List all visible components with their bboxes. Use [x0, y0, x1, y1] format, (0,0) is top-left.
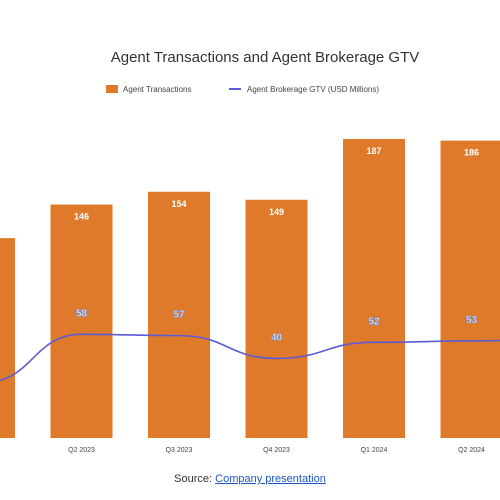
bar — [0, 238, 15, 438]
legend-swatch-transactions — [106, 85, 118, 93]
bar — [440, 140, 500, 438]
bar-value-label: 146 — [74, 212, 89, 222]
bar-value-label: 186 — [464, 148, 479, 158]
legend-label-transactions: Agent Transactions — [123, 85, 191, 94]
bar — [245, 199, 308, 438]
bar — [148, 191, 210, 438]
bar — [50, 204, 113, 438]
line-value-label: 40 — [271, 332, 283, 343]
x-tick-label: Q2 2023 — [68, 447, 95, 454]
bar-value-label: 154 — [171, 199, 186, 209]
source-link[interactable]: Company presentation — [215, 473, 326, 485]
source-note: Source: Company presentation — [0, 473, 500, 485]
source-prefix: Source: — [174, 473, 213, 485]
line-value-label: 58 — [76, 308, 88, 319]
line-value-label: 52 — [368, 316, 380, 327]
x-tick-label: Q2 2024 — [458, 447, 485, 454]
legend-label-gtv: Agent Brokerage GTV (USD Millions) — [247, 85, 379, 94]
bar-series: 125146154149187186 — [0, 139, 500, 438]
x-tick-label: Q3 2023 — [166, 447, 193, 454]
bar-value-label: 149 — [269, 207, 284, 217]
gtv-line — [0, 333, 500, 382]
chart-title: Agent Transactions and Agent Brokerage G… — [111, 49, 420, 66]
x-tick-label: Q1 2024 — [361, 447, 388, 454]
bar — [343, 139, 405, 438]
line-value-label: 53 — [466, 315, 478, 326]
legend: Agent Transactions Agent Brokerage GTV (… — [106, 85, 379, 94]
x-tick-label: Q4 2023 — [263, 447, 290, 454]
line-series: 225857405253 — [0, 308, 500, 382]
line-value-label: 57 — [173, 310, 185, 321]
bar-value-label: 187 — [366, 146, 381, 156]
